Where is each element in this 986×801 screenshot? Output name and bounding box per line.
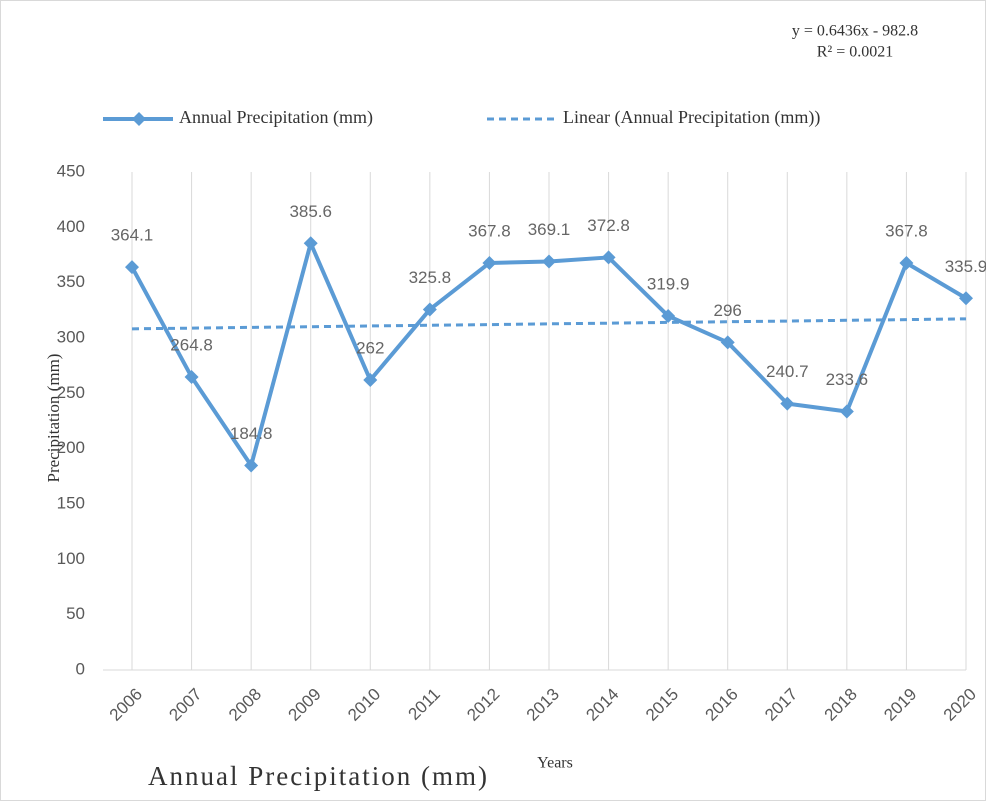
y-tick-label: 450 (57, 161, 85, 180)
data-label: 335.9 (945, 257, 986, 276)
legend-marker (132, 112, 146, 126)
data-label: 385.6 (289, 202, 332, 221)
data-label: 369.1 (528, 220, 571, 239)
data-label: 240.7 (766, 362, 809, 381)
point-marker (482, 255, 497, 270)
data-label: 364.1 (111, 226, 154, 245)
point-marker (959, 291, 973, 306)
point-marker (601, 250, 616, 265)
data-label: 184.8 (230, 424, 273, 443)
chart-title: Annual Precipitation (mm) (148, 761, 489, 791)
y-axis-title: Precipitation (mm) (44, 354, 63, 483)
y-tick-label: 0 (76, 659, 85, 678)
y-tick-label: 50 (66, 604, 85, 623)
y-tick-label: 250 (57, 383, 85, 402)
x-axis-title: Years (537, 755, 573, 772)
data-label: 319.9 (647, 274, 690, 293)
trend-equation: y = 0.6436x - 982.8 (792, 23, 918, 40)
point-marker (720, 335, 735, 350)
data-label: 325.8 (409, 268, 452, 287)
point-marker (184, 369, 199, 384)
point-marker (839, 404, 854, 419)
point-marker (303, 236, 318, 251)
point-marker (899, 255, 914, 270)
legend-label: Annual Precipitation (mm) (179, 107, 373, 128)
y-tick-label: 100 (57, 549, 85, 568)
y-tick-label: 200 (57, 438, 85, 457)
data-label: 296 (714, 301, 742, 320)
point-marker (542, 254, 556, 269)
y-tick-label: 150 (57, 493, 85, 512)
point-marker (422, 302, 437, 317)
point-marker (244, 458, 259, 473)
y-tick-label: 350 (57, 272, 85, 291)
trend-r-squared: R² = 0.0021 (817, 44, 894, 61)
y-tick-label: 300 (57, 327, 85, 346)
data-label: 367.8 (468, 221, 511, 240)
data-label: 367.8 (885, 221, 928, 240)
y-tick-label: 400 (57, 217, 85, 236)
legend-label: Linear (Annual Precipitation (mm)) (563, 107, 820, 128)
data-label: 233.6 (826, 370, 869, 389)
point-marker (363, 373, 378, 388)
point-marker (661, 308, 676, 323)
data-label: 264.8 (170, 335, 213, 354)
point-marker (125, 260, 139, 275)
data-label: 262 (356, 339, 384, 358)
data-label: 372.8 (587, 216, 630, 235)
point-marker (780, 396, 795, 411)
